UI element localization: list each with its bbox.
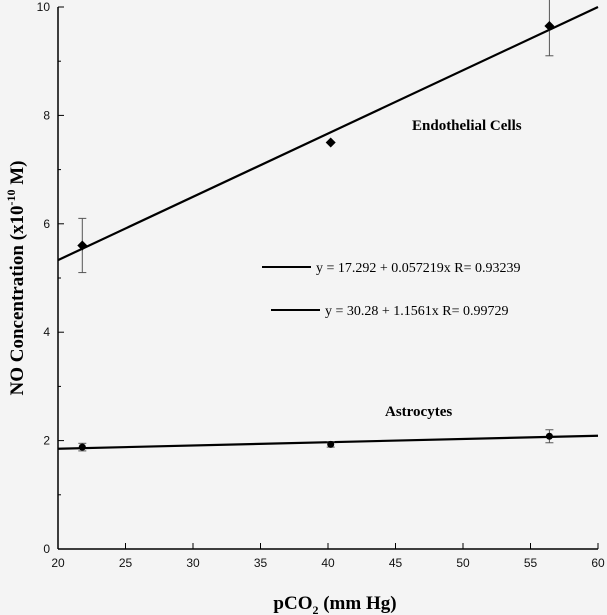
x-tick-label: 30 (186, 556, 200, 570)
x-tick-label: 60 (591, 556, 605, 570)
x-tick-label: 25 (119, 556, 133, 570)
x-tick-label: 50 (456, 556, 470, 570)
x-tick-label: 35 (254, 556, 268, 570)
y-tick-label: 10 (37, 0, 51, 14)
y-tick-label: 0 (43, 542, 50, 556)
series-label-endothelial: Endothelial Cells (412, 118, 522, 134)
y-tick-label: 4 (43, 325, 50, 339)
data-point-endothelial (544, 20, 555, 31)
x-tick-label: 55 (524, 556, 538, 570)
x-axis-title: pCO2 (mm Hg) (273, 593, 396, 615)
data-point-endothelial (77, 240, 88, 251)
y-tick-label: 2 (43, 434, 50, 448)
y-tick-label: 6 (43, 217, 50, 231)
y-tick-label: 8 (43, 108, 50, 122)
equation-1: y = 17.292 + 0.057219x R= 0.93239 (316, 261, 521, 276)
fit-line-endothelial (57, 6, 599, 262)
y-axis-title: NO Concentration (x10-10 M) (4, 161, 28, 396)
data-point-astrocytes (327, 440, 335, 448)
x-tick-label: 40 (321, 556, 335, 570)
data-point-astrocytes (545, 432, 553, 440)
equation-2: y = 30.28 + 1.1561x R= 0.99729 (325, 304, 509, 319)
series-label-astrocytes: Astrocytes (385, 404, 452, 420)
data-point-endothelial (325, 137, 336, 148)
x-tick-label: 20 (51, 556, 65, 570)
plot-area: 0 2 4 6 8 10 20 25 30 35 40 45 50 55 60 (37, 0, 605, 570)
x-tick-label: 45 (389, 556, 403, 570)
data-point-astrocytes (78, 443, 86, 451)
